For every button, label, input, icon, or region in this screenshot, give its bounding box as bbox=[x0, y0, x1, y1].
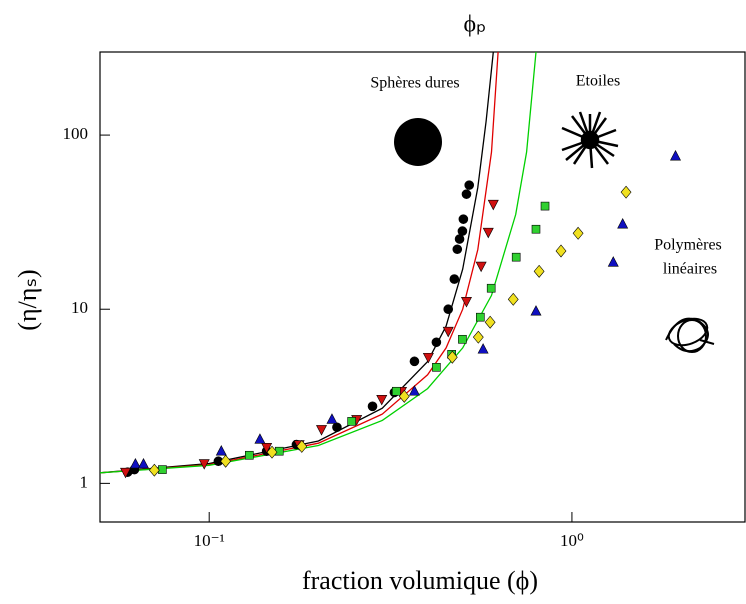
y-tick-label: 100 bbox=[63, 124, 89, 143]
data-point bbox=[511, 252, 521, 262]
data-point bbox=[475, 261, 487, 273]
data-point bbox=[245, 450, 254, 460]
data-point bbox=[332, 422, 342, 433]
data-point bbox=[129, 457, 141, 469]
data-point bbox=[220, 454, 232, 468]
data-point bbox=[477, 343, 489, 354]
sphere-icon bbox=[394, 118, 442, 166]
data-point bbox=[148, 463, 160, 477]
star-icon bbox=[561, 111, 619, 169]
data-point bbox=[458, 214, 469, 224]
y-axis-label: (η/ηₛ) bbox=[13, 269, 42, 330]
data-point bbox=[540, 201, 550, 211]
data-point bbox=[392, 386, 401, 396]
data-point bbox=[432, 362, 441, 372]
y-tick-label: 1 bbox=[80, 472, 89, 491]
data-point bbox=[326, 413, 338, 424]
data-point bbox=[446, 350, 458, 364]
data-point bbox=[443, 304, 454, 315]
data-point bbox=[472, 330, 484, 344]
data-point bbox=[261, 443, 273, 454]
data-point bbox=[572, 226, 584, 240]
x-axis-label: fraction volumique (ϕ) bbox=[302, 566, 538, 595]
data-point bbox=[457, 226, 468, 236]
model-curve bbox=[100, 52, 494, 474]
data-point bbox=[449, 274, 460, 284]
annotation: linéaires bbox=[663, 261, 717, 278]
data-point bbox=[617, 218, 629, 229]
data-point bbox=[484, 315, 496, 329]
x-tick-label: 10⁻¹ bbox=[194, 531, 225, 550]
data-point bbox=[460, 297, 472, 308]
data-point bbox=[296, 439, 308, 453]
data-point bbox=[530, 305, 542, 316]
data-point bbox=[442, 326, 454, 338]
data-point bbox=[464, 180, 475, 190]
data-point bbox=[531, 224, 541, 234]
x-tick-label: 10⁰ bbox=[560, 531, 584, 550]
data-point bbox=[254, 433, 266, 444]
plot-frame bbox=[99, 51, 746, 523]
plot-area bbox=[100, 52, 682, 479]
data-point bbox=[482, 227, 494, 239]
y-tick-label: 10 bbox=[71, 298, 88, 317]
data-point bbox=[367, 401, 378, 412]
model-curve bbox=[100, 52, 499, 474]
data-point bbox=[487, 199, 499, 211]
data-point bbox=[198, 459, 210, 470]
coil-icon bbox=[665, 317, 715, 353]
data-point bbox=[452, 244, 463, 255]
data-point bbox=[408, 385, 420, 396]
data-point bbox=[422, 352, 434, 364]
data-point bbox=[158, 465, 167, 474]
data-point bbox=[555, 244, 567, 258]
data-point bbox=[398, 389, 410, 403]
data-point bbox=[486, 283, 496, 293]
annotation: ϕₚ bbox=[464, 12, 487, 38]
annotation: Sphères dures bbox=[370, 75, 459, 92]
annotation: Etoiles bbox=[576, 73, 620, 90]
data-point bbox=[507, 292, 519, 306]
data-point bbox=[620, 185, 632, 199]
data-point bbox=[607, 256, 619, 267]
data-point bbox=[670, 149, 682, 161]
annotation: Polymères bbox=[654, 237, 722, 254]
data-point bbox=[458, 334, 467, 344]
data-point bbox=[409, 356, 420, 367]
data-point bbox=[316, 425, 328, 436]
data-point bbox=[533, 264, 545, 278]
model-curve bbox=[100, 52, 537, 474]
data-point bbox=[376, 394, 388, 406]
data-point bbox=[215, 445, 227, 456]
data-point bbox=[476, 312, 485, 322]
data-point bbox=[431, 337, 442, 348]
data-point bbox=[266, 445, 278, 459]
data-point bbox=[347, 417, 356, 426]
data-point bbox=[461, 189, 472, 199]
data-point bbox=[138, 457, 149, 469]
data-point bbox=[120, 467, 132, 479]
